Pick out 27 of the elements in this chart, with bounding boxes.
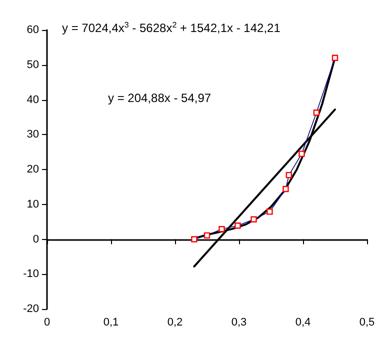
point <box>332 54 338 61</box>
point <box>191 236 198 242</box>
point <box>218 226 225 232</box>
y-tick-label: 40 <box>26 94 39 106</box>
point <box>250 216 257 222</box>
x-tick-label: 0,1 <box>103 316 119 328</box>
y-tick-label: 50 <box>26 58 39 71</box>
x-tick-label: 0,3 <box>231 316 247 328</box>
x-tick-label: 0 <box>44 316 50 328</box>
point <box>266 208 273 215</box>
y-tick-label: 10 <box>26 198 39 210</box>
point <box>234 222 241 229</box>
y-tick-label: 20 <box>26 164 39 176</box>
x-tick-label: 0,5 <box>359 316 375 328</box>
x-tick-label: 0,2 <box>167 316 183 328</box>
point <box>298 150 305 157</box>
point <box>204 232 210 239</box>
x-tick-label: 0,4 <box>295 316 311 328</box>
point <box>313 110 320 116</box>
y-tick-label: -10 <box>23 268 39 280</box>
point <box>282 186 289 192</box>
y-tick-label: -20 <box>23 303 39 315</box>
y-tick-label: 60 <box>26 24 39 36</box>
y-tick-label: 0 <box>32 233 39 246</box>
y-tick-label: 30 <box>26 128 39 141</box>
point <box>286 172 292 178</box>
annotation: y = 204,88x - 54,97 <box>108 91 212 105</box>
